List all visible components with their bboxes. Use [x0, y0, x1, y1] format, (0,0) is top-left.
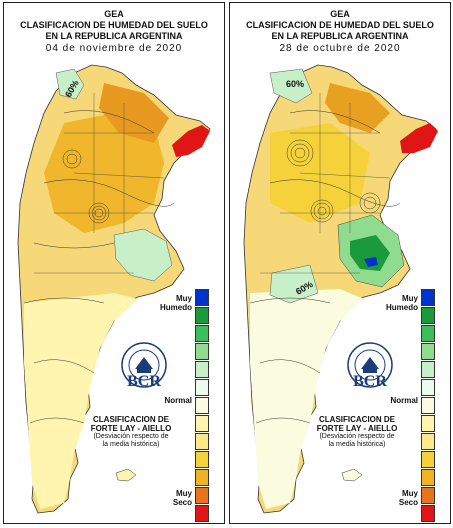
very-dry-zone	[172, 125, 210, 157]
legend-swatch	[195, 451, 209, 468]
legend-swatch	[421, 451, 435, 468]
map-panel-right: 60% 60% GEA CLASIFICACION DE HUMEDAD DEL…	[229, 2, 451, 524]
malvinas-islands	[341, 468, 363, 482]
dry-zone-north	[325, 83, 390, 133]
legend-wet-label: Muy Humedo	[154, 294, 192, 312]
wet-zone-west	[269, 264, 319, 304]
bcr-seal-logo	[347, 342, 393, 388]
map-date: 04 de noviembre de 2020	[45, 43, 183, 54]
very-dry-zone	[400, 123, 438, 153]
classification-caption: CLASIFICACION DE FORTE LAY - AIELLO (Des…	[76, 415, 186, 449]
legend-dry-line1: Muy	[402, 489, 418, 498]
contour-lines	[23, 110, 175, 424]
classification-line-1: CLASIFICACION DE	[93, 415, 169, 424]
classification-line-4: la media histórica)	[102, 441, 160, 448]
title-line-2: EN LA REPUBLICA ARGENTINA	[271, 31, 409, 41]
legend-swatch	[421, 379, 435, 396]
legend-wet-line2: Humedo	[386, 303, 418, 312]
classification-line-3: (Desviación respecto de	[319, 433, 395, 440]
legend-swatch	[195, 307, 209, 324]
classification-line-2: FORTE LAY - AIELLO	[316, 424, 398, 433]
legend-swatch	[195, 379, 209, 396]
bcr-logo-text: BCR	[353, 373, 387, 390]
map-panel-left: 60% GEA CLASIFICACION DE HUMEDAD DEL SUE…	[3, 2, 225, 524]
gea-label: GEA	[104, 9, 124, 19]
legend-swatch	[195, 397, 209, 414]
wettest-zone	[364, 257, 378, 267]
legend-swatch	[195, 343, 209, 360]
legend-normal-label: Normal	[164, 396, 192, 405]
panel-title: GEA CLASIFICACION DE HUMEDAD DEL SUELO E…	[4, 9, 224, 54]
legend-swatch	[421, 343, 435, 360]
map-date: 28 de octubre de 2020	[279, 43, 401, 54]
legend-swatch	[195, 505, 209, 522]
legend-swatch	[421, 325, 435, 342]
panel-title: GEA CLASIFICACION DE HUMEDAD DEL SUELO E…	[230, 9, 450, 54]
province-borders	[260, 93, 391, 274]
legend-dry-line2: Seco	[398, 498, 418, 507]
dry-zone-north	[99, 83, 169, 143]
legend-swatch	[195, 433, 209, 450]
legend-swatch	[421, 433, 435, 450]
legend-color-scale	[195, 289, 209, 523]
legend-swatch	[195, 415, 209, 432]
normal-zone-south	[24, 293, 138, 509]
wet-zone-pampa	[113, 228, 173, 282]
legend-dry-label: Muy Seco	[380, 489, 418, 507]
wet-zone-north	[269, 68, 313, 104]
legend-swatch	[421, 505, 435, 522]
title-line-1: CLASIFICACION DE HUMEDAD DEL SUELO	[20, 20, 208, 30]
legend-swatch	[421, 361, 435, 378]
title-line-1: CLASIFICACION DE HUMEDAD DEL SUELO	[246, 20, 434, 30]
malvinas-islands	[115, 468, 137, 482]
province-borders	[34, 93, 165, 274]
legend-wet-line1: Muy	[176, 294, 192, 303]
legend-swatch	[195, 289, 209, 306]
legend-swatch	[421, 469, 435, 486]
legend-swatch	[195, 469, 209, 486]
legend-color-scale	[421, 289, 435, 523]
legend-dry-line2: Seco	[172, 498, 192, 507]
legend-swatch	[421, 415, 435, 432]
classification-line-1: CLASIFICACION DE	[319, 415, 395, 424]
classification-caption: CLASIFICACION DE FORTE LAY - AIELLO (Des…	[302, 415, 412, 449]
argentina-soil-moisture-map: 60%	[17, 64, 211, 514]
legend-wet-line1: Muy	[402, 294, 418, 303]
title-line-2: EN LA REPUBLICA ARGENTINA	[45, 31, 183, 41]
legend-swatch	[195, 361, 209, 378]
argentina-soil-moisture-map: 60% 60%	[243, 64, 438, 514]
normal-zone-south	[250, 289, 364, 509]
contour-label-60: 60%	[286, 79, 304, 89]
legend-swatch	[195, 325, 209, 342]
wet-zone-north	[55, 68, 85, 100]
legend-normal-label: Normal	[390, 396, 418, 405]
legend-swatch	[421, 397, 435, 414]
classification-line-3: (Desviación respecto de	[93, 433, 169, 440]
classification-line-4: la media histórica)	[328, 441, 386, 448]
bcr-seal-logo	[121, 342, 167, 388]
bcr-logo-text: BCR	[127, 373, 161, 390]
very-wet-zone	[350, 235, 390, 271]
legend-swatch	[195, 487, 209, 504]
legend-wet-line2: Humedo	[160, 303, 192, 312]
legend-swatch	[421, 487, 435, 504]
legend-swatch	[421, 307, 435, 324]
classification-line-2: FORTE LAY - AIELLO	[90, 424, 172, 433]
legend-dry-line1: Muy	[176, 489, 192, 498]
dry-zone-orange	[44, 113, 164, 233]
legend-swatch	[421, 289, 435, 306]
legend-dry-label: Muy Seco	[154, 489, 192, 507]
legend-wet-label: Muy Humedo	[380, 294, 418, 312]
gea-label: GEA	[330, 9, 350, 19]
